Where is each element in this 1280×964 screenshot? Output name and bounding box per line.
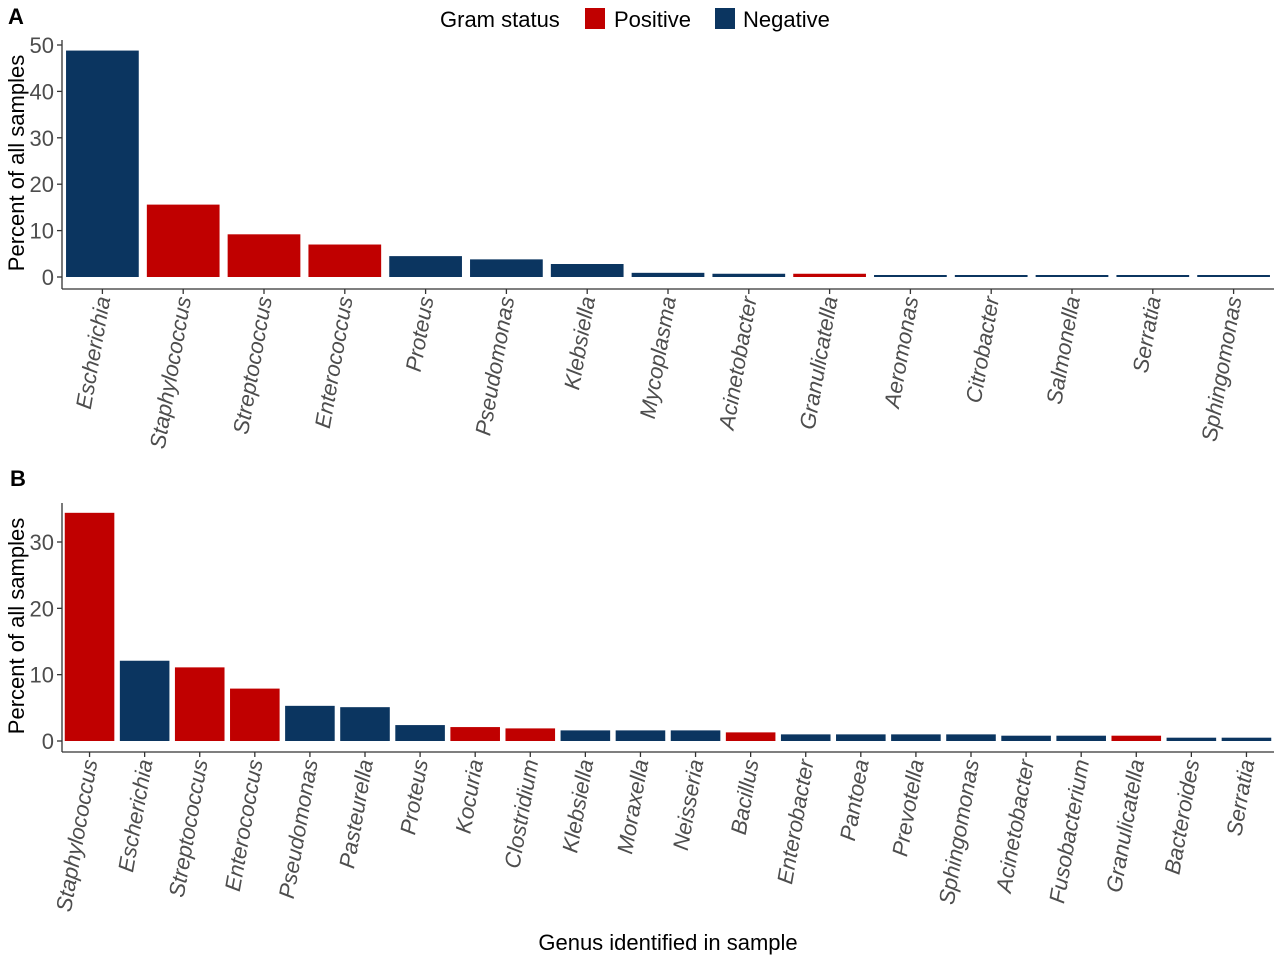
- panel-b-category-label: Sphingomonas: [934, 758, 984, 907]
- panel-b-category-label: Neisseria: [668, 758, 709, 853]
- legend-swatch-negative: [715, 8, 735, 29]
- panel-b-category-label: Streptococcus: [164, 758, 213, 900]
- panel-b-bar-bacteroides: [1166, 737, 1217, 741]
- panel-b-bar-fusobacterium: [1056, 735, 1106, 741]
- panel-b-bar-kocuria: [450, 727, 500, 741]
- panel-a-bar-sphingomonas: [1197, 275, 1270, 277]
- panel-b-category-label: Bacteroides: [1159, 758, 1204, 877]
- panel-a-y-tick-label: 0: [42, 265, 54, 290]
- panel-a-y-tick-label: 40: [30, 79, 54, 104]
- legend-title: Gram status: [440, 7, 560, 32]
- panel-a-category-label: Mycoplasma: [635, 295, 681, 421]
- panel-b-category-label: Clostridium: [499, 758, 543, 871]
- panel-a-y-tick-label: 10: [30, 219, 54, 244]
- panel-b-bar-escherichia: [119, 660, 170, 741]
- panel-a-category-label: Acinetobacter: [713, 293, 762, 433]
- panel-b-ylabel: Percent of all samples: [4, 518, 29, 734]
- panel-b-category-label: Pantoea: [835, 758, 874, 843]
- panel-b-bar-enterococcus: [230, 688, 280, 741]
- panel-a-category-label: Pseudomonas: [470, 295, 519, 438]
- panel-b-bar-sphingomonas: [946, 734, 996, 741]
- panel-a-bar-salmonella: [1035, 275, 1109, 277]
- panel-a: 0 10 20 30 40 50 Escherichia Staphylococcus Stre…: [30, 33, 1274, 451]
- panel-b-bar-staphylococcus: [64, 512, 115, 741]
- panel-a-bar-pseudomonas: [470, 259, 543, 277]
- panel-a-category-label: Enterococcus: [310, 295, 358, 431]
- panel-a-bar-aeromonas: [874, 275, 947, 277]
- panel-a-category-label: Salmonella: [1041, 295, 1085, 407]
- panel-a-bar-granulicatella: [793, 273, 866, 277]
- legend-label-positive: Positive: [614, 7, 691, 32]
- panel-b-y-tick-label: 20: [30, 596, 54, 621]
- panel-a-ylabel: Percent of all samples: [4, 55, 29, 271]
- panel-b-bar-pantoea: [836, 734, 886, 741]
- panel-b-y-tick-label: 30: [30, 530, 54, 555]
- panel-b-bar-klebsiella: [560, 730, 611, 741]
- panel-b-bar-proteus: [395, 725, 445, 741]
- panel-a-bar-proteus: [389, 256, 462, 277]
- panel-a-category-label: Proteus: [401, 295, 439, 374]
- panel-b-category-label: Pseudomonas: [274, 758, 323, 901]
- panel-b-category-label: Kocuria: [451, 758, 489, 836]
- panel-b-bar-enterobacter: [780, 734, 831, 741]
- panel-b-bar-neisseria: [670, 730, 721, 741]
- panel-a-bar-citrobacter: [954, 275, 1028, 277]
- panel-b-bar-granulicatella: [1111, 735, 1162, 741]
- panel-b-category-label: Enterococcus: [220, 758, 268, 894]
- panel-tag-a: A: [8, 4, 24, 29]
- panel-a-category-label: Sphingomonas: [1196, 295, 1246, 444]
- panel-b-bar-streptococcus: [174, 667, 225, 741]
- panel-a-bar-streptococcus: [227, 234, 301, 277]
- panel-b-bar-prevotella: [891, 734, 941, 741]
- panel-a-bar-acinetobacter: [712, 273, 786, 277]
- panel-b-bar-serratia: [1221, 737, 1272, 741]
- legend-label-negative: Negative: [743, 7, 830, 32]
- panel-a-bar-serratia: [1116, 275, 1190, 277]
- panel-a-category-label: Citrobacter: [961, 293, 1005, 405]
- panel-a-category-label: Streptococcus: [228, 295, 277, 437]
- panel-a-category-label: Escherichia: [71, 295, 115, 411]
- panel-a-y-tick-label: 20: [30, 172, 54, 197]
- panel-a-bar-mycoplasma: [631, 272, 705, 277]
- panel-a-bar-klebsiella: [550, 264, 624, 277]
- panel-a-bar-staphylococcus: [146, 204, 220, 277]
- panel-b-y-tick-label: 10: [30, 663, 54, 688]
- panel-b-bar-acinetobacter: [1001, 735, 1051, 741]
- x-axis-title: Genus identified in sample: [538, 930, 797, 955]
- panel-b-category-label: Prevotella: [887, 758, 929, 859]
- panel-a-y-tick-label: 50: [30, 33, 54, 58]
- panel-b-bar-clostridium: [505, 728, 556, 741]
- panel-b-category-label: Fusobacterium: [1044, 758, 1094, 906]
- panel-tag-b: B: [10, 466, 26, 491]
- panel-b-category-label: Proteus: [395, 758, 433, 837]
- panel-a-category-label: Staphylococcus: [145, 295, 196, 451]
- panel-a-category-label: Aeromonas: [879, 295, 924, 412]
- panel-b-category-label: Serratia: [1221, 758, 1259, 838]
- panel-b: 0 10 20 30 Staphylococcus Escherichia Streptoc…: [30, 503, 1274, 914]
- panel-b-bar-moraxella: [615, 730, 666, 741]
- panel-b-bar-pseudomonas: [285, 705, 335, 741]
- panel-b-category-label: Granulicatella: [1101, 758, 1149, 895]
- panel-a-category-label: Serratia: [1128, 295, 1166, 375]
- panel-b-bar-bacillus: [725, 732, 776, 741]
- panel-b-y-tick-label: 0: [42, 729, 54, 754]
- panel-b-category-label: Moraxella: [612, 758, 653, 856]
- panel-b-category-label: Escherichia: [113, 758, 157, 874]
- panel-a-bar-escherichia: [66, 50, 139, 278]
- legend-swatch-positive: [585, 8, 605, 29]
- panel-a-bar-enterococcus: [308, 244, 382, 277]
- panel-b-category-label: Staphylococcus: [51, 758, 102, 914]
- legend: Gram status Positive Negative: [440, 7, 830, 32]
- panel-b-category-label: Klebsiella: [557, 758, 598, 855]
- panel-a-category-label: Klebsiella: [559, 295, 600, 392]
- panel-a-y-tick-label: 30: [30, 126, 54, 151]
- panel-b-category-label: Pasteurella: [334, 758, 378, 871]
- panel-b-category-label: Enterobacter: [772, 756, 819, 886]
- panel-b-category-label: Acinetobacter: [991, 756, 1040, 896]
- panel-b-category-label: Bacillus: [726, 758, 764, 837]
- panel-a-category-label: Granulicatella: [795, 295, 843, 432]
- panel-b-bar-pasteurella: [340, 707, 390, 741]
